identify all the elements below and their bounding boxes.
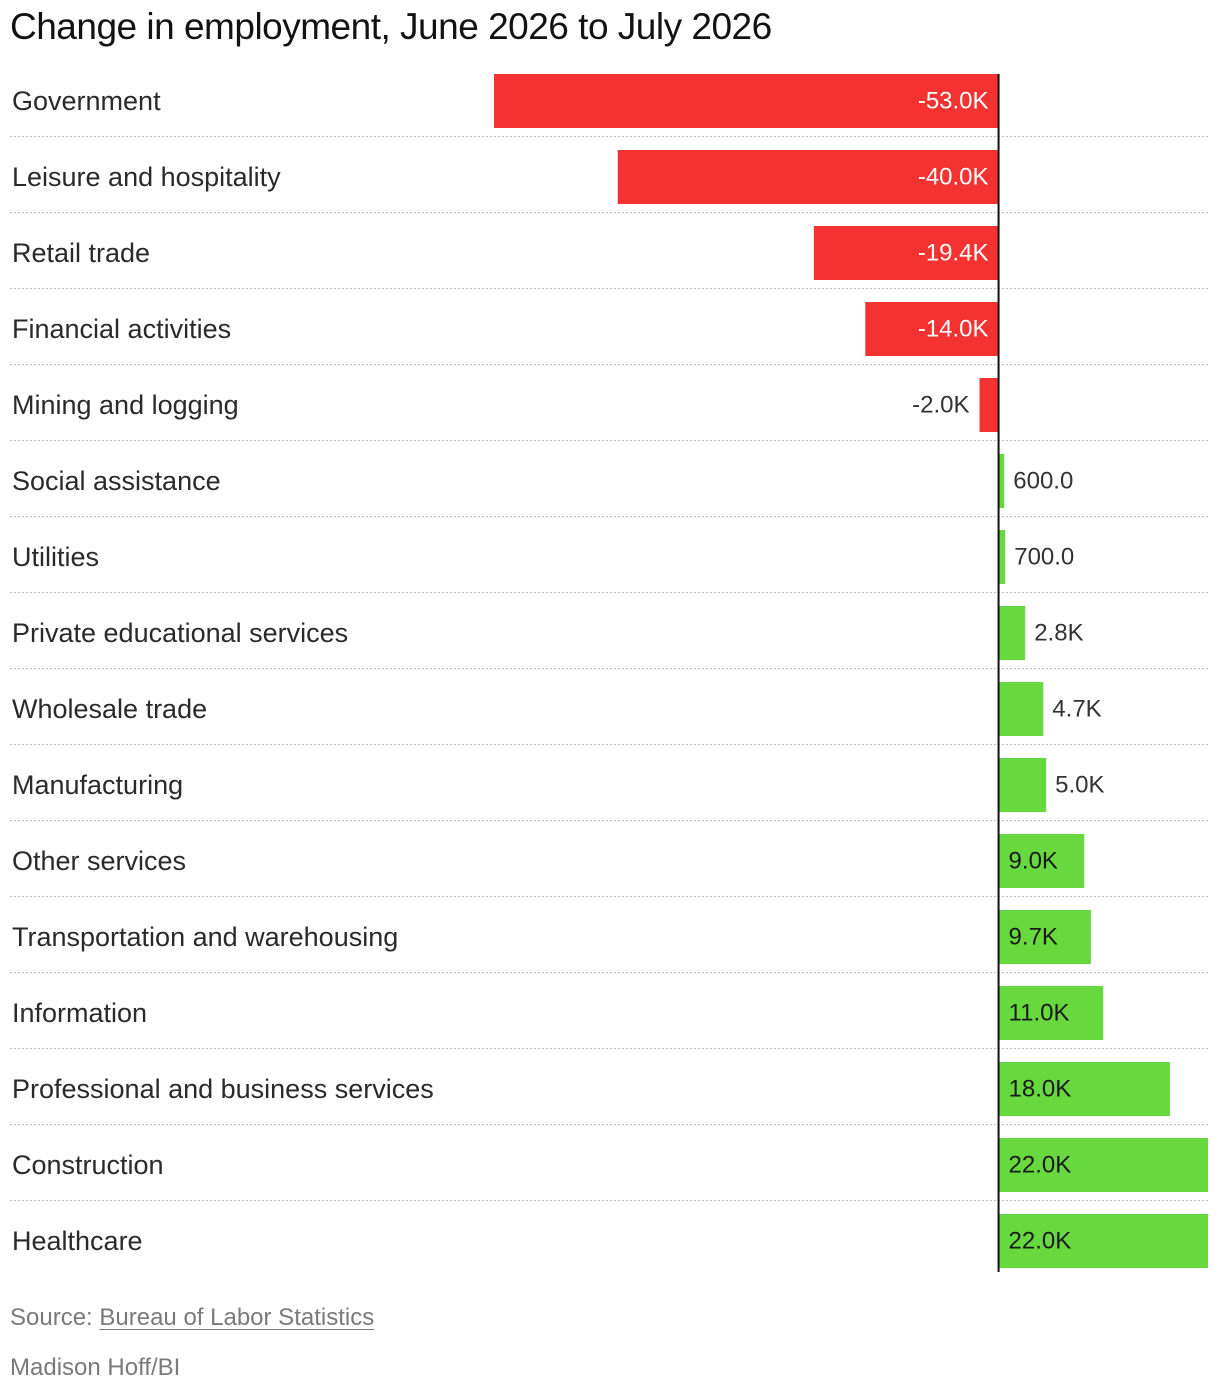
value-label: 4.7K	[1052, 696, 1101, 723]
category-label: Leisure and hospitality	[12, 162, 281, 192]
category-label: Transportation and warehousing	[12, 922, 398, 952]
bar	[998, 454, 1005, 508]
bar	[998, 1138, 1208, 1192]
bar	[979, 378, 999, 432]
bar	[813, 226, 999, 280]
bar	[998, 1214, 1208, 1268]
value-label: 2.8K	[1034, 620, 1083, 647]
category-label: Manufacturing	[12, 770, 183, 800]
value-label: 11.0K	[1009, 1000, 1070, 1027]
value-label: 600.0	[1013, 468, 1073, 495]
value-label: -19.4K	[918, 240, 989, 267]
bar	[998, 834, 1085, 888]
bar	[998, 530, 1006, 584]
category-label: Utilities	[12, 542, 99, 572]
source-prefix: Source:	[10, 1304, 100, 1331]
value-label: 9.0K	[1009, 848, 1058, 875]
category-label: Healthcare	[12, 1226, 143, 1256]
category-label: Financial activities	[12, 314, 231, 344]
bar	[494, 74, 999, 128]
value-label: 22.0K	[1009, 1228, 1072, 1255]
category-label: Wholesale trade	[12, 694, 207, 724]
value-label: 5.0K	[1055, 772, 1104, 799]
bar	[865, 302, 999, 356]
category-label: Other services	[12, 846, 186, 876]
value-label: 18.0K	[1009, 1076, 1072, 1103]
category-label: Government	[12, 86, 161, 116]
category-label: Construction	[12, 1150, 164, 1180]
chart-title: Change in employment, June 2026 to July …	[10, 6, 772, 47]
bar	[998, 1062, 1170, 1116]
source-line: Source: Bureau of Labor Statistics	[10, 1304, 374, 1332]
category-label: Social assistance	[12, 466, 221, 496]
value-label: -2.0K	[912, 392, 969, 419]
bar	[617, 150, 999, 204]
category-label: Mining and logging	[12, 390, 239, 420]
bar-chart: Government -53.0K Leisure and hospitality -…	[10, 74, 1208, 1272]
bar	[998, 910, 1091, 964]
category-label: Retail trade	[12, 238, 150, 268]
category-label: Information	[12, 998, 147, 1028]
category-label: Professional and business services	[12, 1074, 434, 1104]
bar	[998, 682, 1044, 736]
credit-line: Madison Hoff/BI	[10, 1354, 181, 1381]
category-label: Private educational services	[12, 618, 348, 648]
value-label: 22.0K	[1009, 1152, 1072, 1179]
value-label: -14.0K	[918, 316, 989, 343]
bar	[998, 986, 1104, 1040]
value-label: -40.0K	[918, 164, 989, 191]
value-label: 9.7K	[1009, 924, 1058, 951]
bar	[998, 758, 1047, 812]
value-label: 700.0	[1014, 544, 1074, 571]
value-label: -53.0K	[918, 88, 989, 115]
source-link[interactable]: Bureau of Labor Statistics	[99, 1304, 375, 1331]
rows: Government -53.0K Leisure and hospitality -…	[10, 74, 1208, 1268]
bar	[998, 606, 1026, 660]
